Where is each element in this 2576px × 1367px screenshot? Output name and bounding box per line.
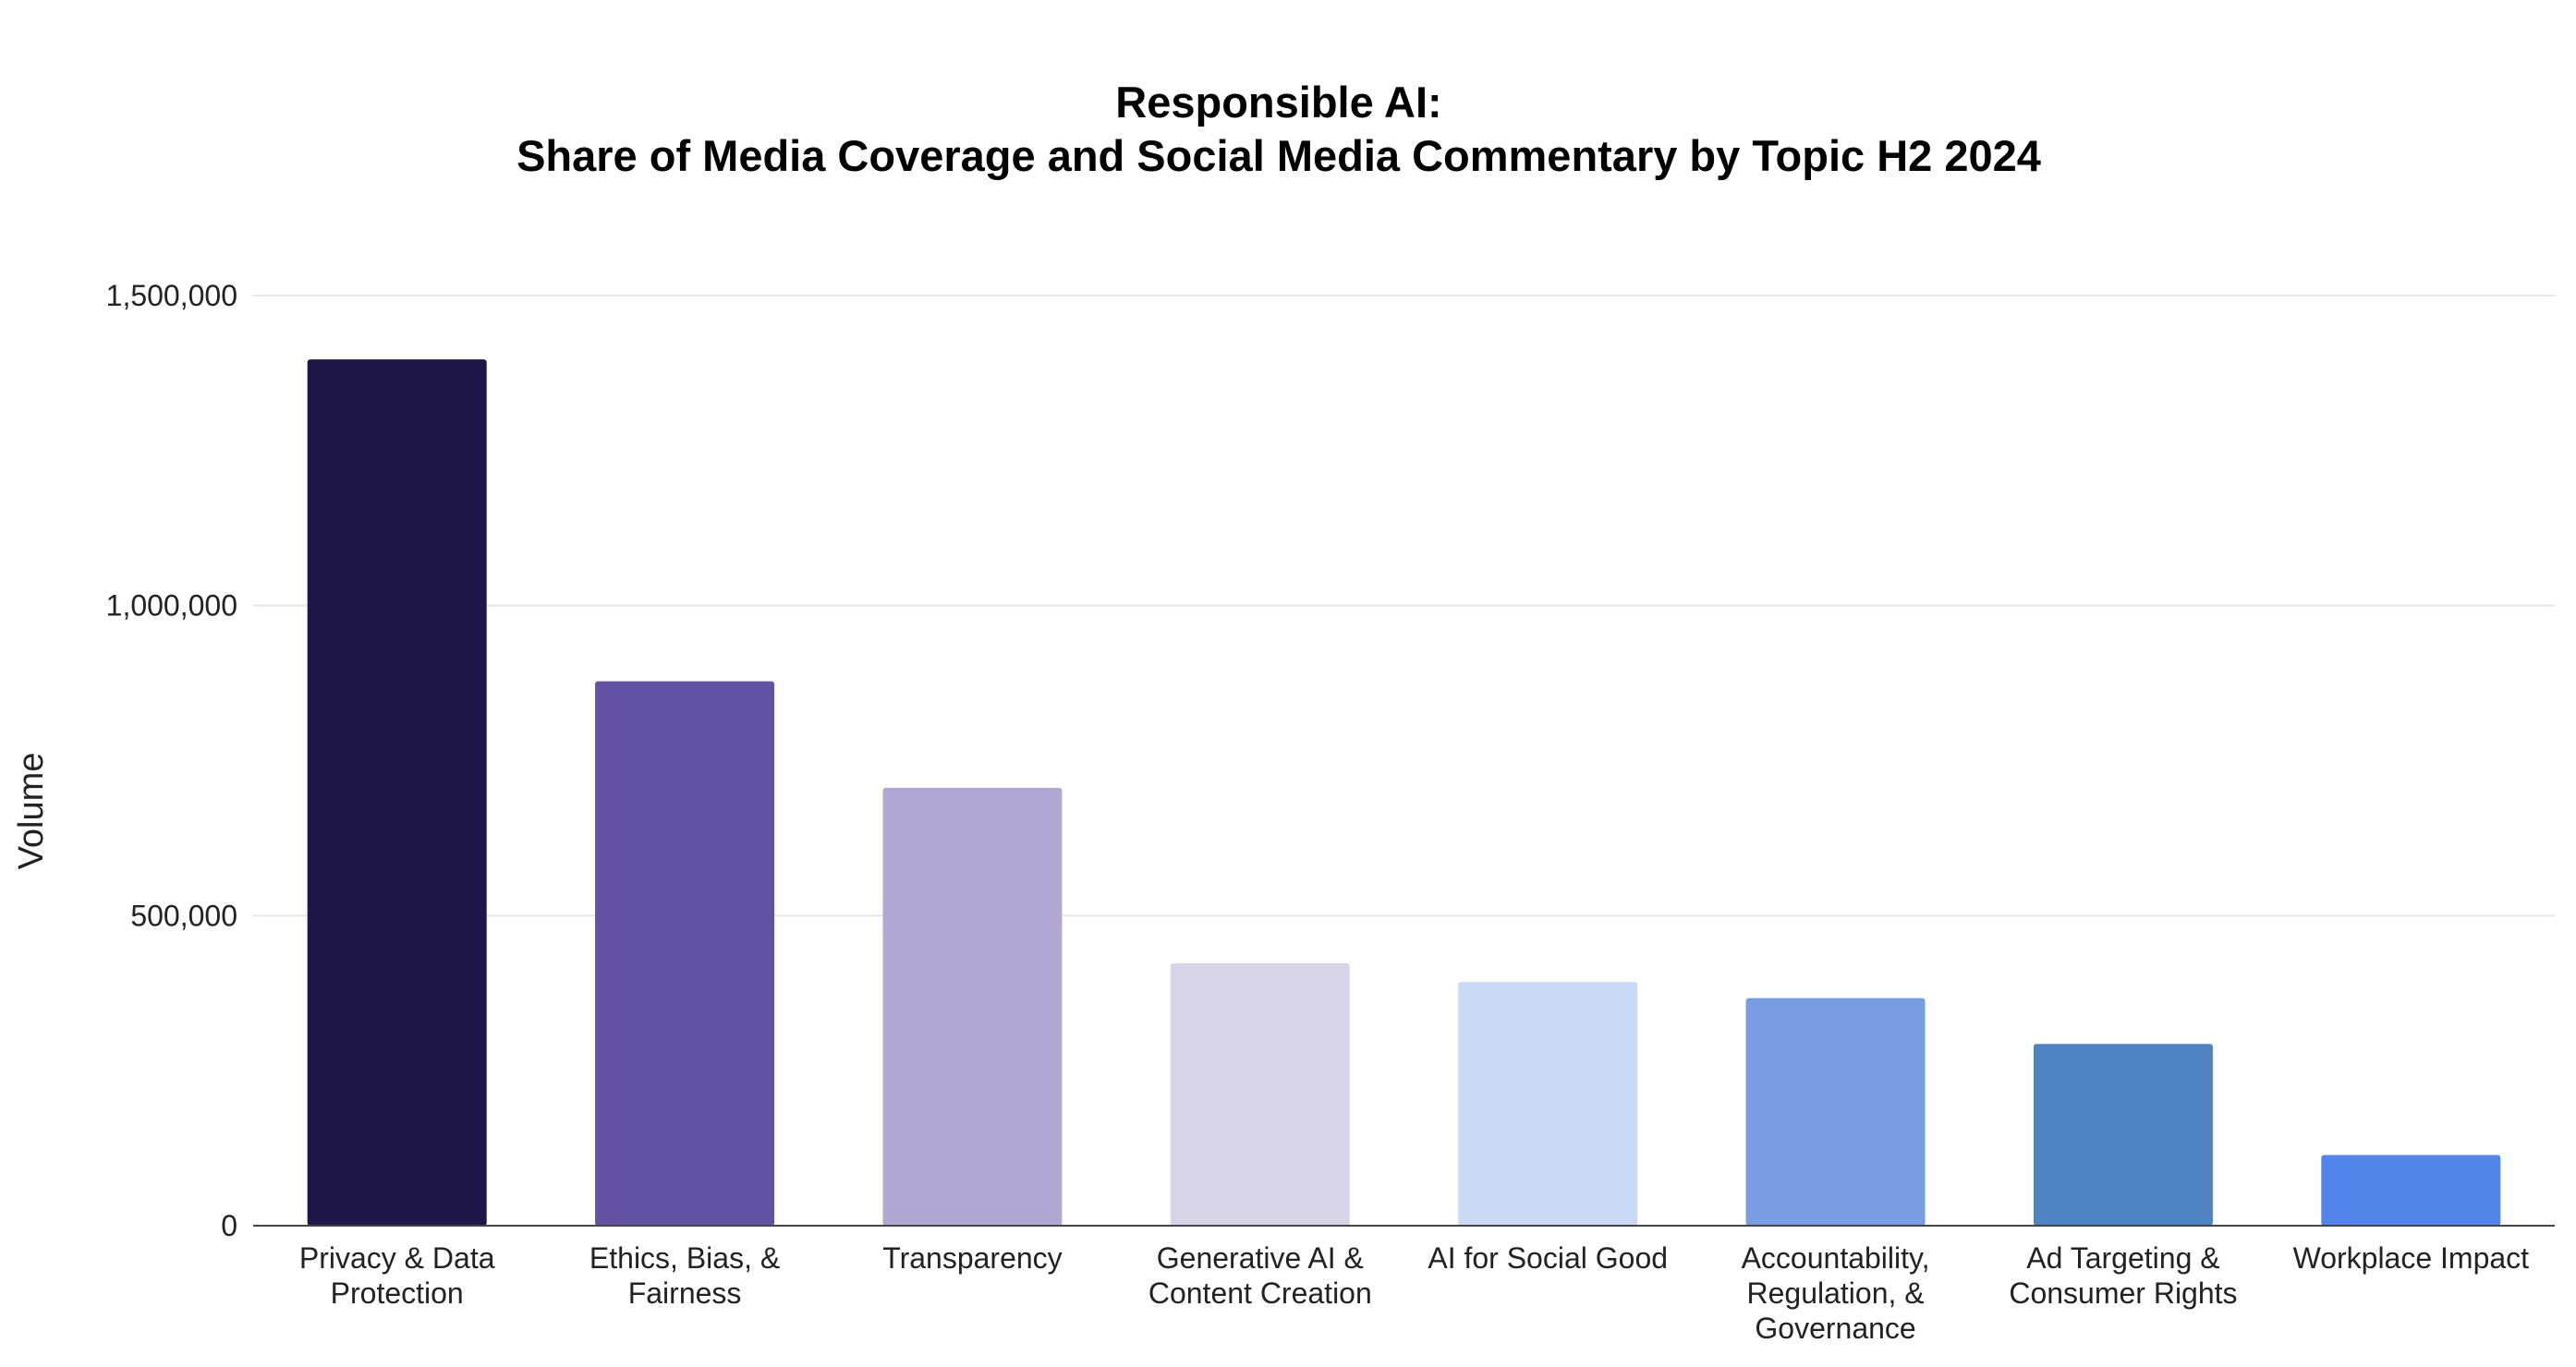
x-tick-label-line: Ad Targeting & bbox=[2026, 1241, 2219, 1275]
bar bbox=[1745, 998, 1926, 1226]
y-tick-label: 0 bbox=[221, 1209, 237, 1242]
bar bbox=[882, 788, 1063, 1226]
y-axis-ticks: 0 500,000 1,000,000 1,500,000 bbox=[106, 279, 237, 1242]
chart-title: Responsible AI: Share of Media Coverage … bbox=[516, 78, 2041, 180]
x-tick-label: Generative AI & Content Creation bbox=[1148, 1241, 1372, 1310]
x-tick-label-line: Privacy & Data bbox=[299, 1241, 495, 1275]
y-tick-label: 500,000 bbox=[130, 899, 237, 932]
y-axis-title: Volume bbox=[12, 753, 51, 870]
bar bbox=[307, 359, 487, 1226]
x-tick-label-line: Protection bbox=[331, 1276, 464, 1310]
x-tick-label-line: Governance bbox=[1755, 1312, 1915, 1345]
x-tick-label-line: Regulation, & bbox=[1747, 1276, 1925, 1310]
x-tick-label-line: Workplace Impact bbox=[2293, 1241, 2530, 1275]
x-tick-label-line: Ethics, Bias, & bbox=[589, 1241, 780, 1275]
x-axis-labels: Privacy & Data Protection Ethics, Bias, & F… bbox=[299, 1241, 2529, 1345]
chart-title-line-2: Share of Media Coverage and Social Media… bbox=[516, 131, 2041, 180]
x-tick-label: AI for Social Good bbox=[1428, 1241, 1668, 1275]
bar bbox=[2321, 1155, 2501, 1226]
y-tick-label: 1,000,000 bbox=[106, 589, 237, 623]
x-tick-label-line: AI for Social Good bbox=[1428, 1241, 1668, 1275]
y-tick-label: 1,500,000 bbox=[106, 279, 237, 312]
x-tick-label: Transparency bbox=[882, 1241, 1062, 1275]
bar bbox=[595, 681, 775, 1226]
x-tick-label: Ethics, Bias, & Fairness bbox=[589, 1241, 780, 1310]
bars bbox=[307, 359, 2501, 1226]
x-tick-label-line: Consumer Rights bbox=[2009, 1276, 2237, 1310]
chart-title-line-1: Responsible AI: bbox=[1115, 78, 1441, 127]
x-tick-label-line: Accountability, bbox=[1742, 1241, 1930, 1275]
x-tick-label-line: Generative AI & bbox=[1157, 1241, 1364, 1275]
x-tick-label-line: Transparency bbox=[882, 1241, 1062, 1275]
x-tick-label-line: Content Creation bbox=[1148, 1276, 1372, 1310]
bar bbox=[2033, 1044, 2213, 1226]
x-tick-label: Workplace Impact bbox=[2293, 1241, 2530, 1275]
x-tick-label-line: Fairness bbox=[628, 1276, 742, 1310]
x-tick-label: Privacy & Data Protection bbox=[299, 1241, 495, 1310]
x-tick-label: Ad Targeting & Consumer Rights bbox=[2009, 1241, 2237, 1310]
bar bbox=[1458, 982, 1638, 1226]
bar bbox=[1170, 963, 1350, 1226]
x-tick-label: Accountability, Regulation, & Governance bbox=[1742, 1241, 1930, 1345]
